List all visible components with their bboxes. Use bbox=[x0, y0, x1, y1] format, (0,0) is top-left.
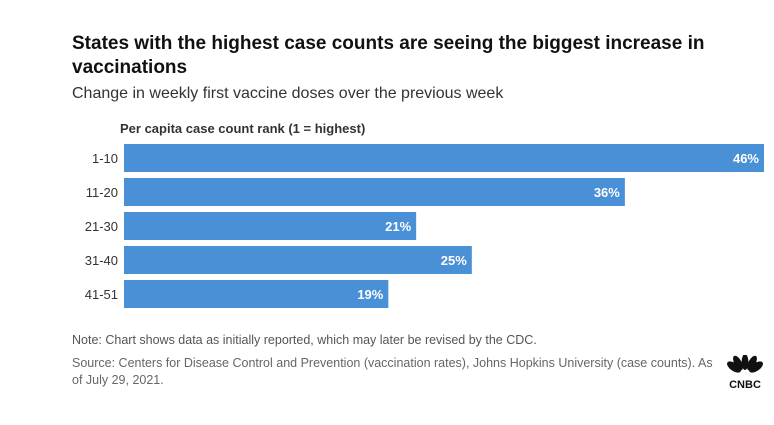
category-label: 21-30 bbox=[85, 219, 118, 234]
bar bbox=[124, 212, 417, 240]
peacock-logo-icon: CNBC bbox=[727, 355, 763, 391]
category-label: 11-20 bbox=[86, 185, 118, 200]
chart-note: Note: Chart shows data as initially repo… bbox=[72, 333, 537, 347]
category-label: 41-51 bbox=[85, 287, 118, 302]
bar bbox=[124, 144, 764, 172]
bar-value-label: 46% bbox=[733, 151, 759, 166]
bar bbox=[124, 246, 472, 274]
bar-value-label: 25% bbox=[441, 253, 467, 268]
bar bbox=[124, 178, 625, 206]
bar bbox=[124, 280, 389, 308]
category-label: 31-40 bbox=[85, 253, 118, 268]
bar-chart: 1-10 46% 11-20 36% 21-30 21% 31-40 25% 41-51 19% bbox=[85, 144, 764, 308]
bar-value-label: 36% bbox=[594, 185, 620, 200]
chart-title: States with the highest case counts are … bbox=[72, 33, 705, 78]
bar-value-label: 19% bbox=[357, 287, 383, 302]
chart-source: Source: Centers for Disease Control and … bbox=[72, 356, 713, 387]
chart-subtitle: Change in weekly first vaccine doses ove… bbox=[72, 85, 504, 102]
bar-value-label: 21% bbox=[385, 219, 411, 234]
category-label: 1-10 bbox=[92, 151, 118, 166]
category-axis-title: Per capita case count rank (1 = highest) bbox=[120, 121, 366, 136]
logo-text: CNBC bbox=[729, 379, 761, 391]
